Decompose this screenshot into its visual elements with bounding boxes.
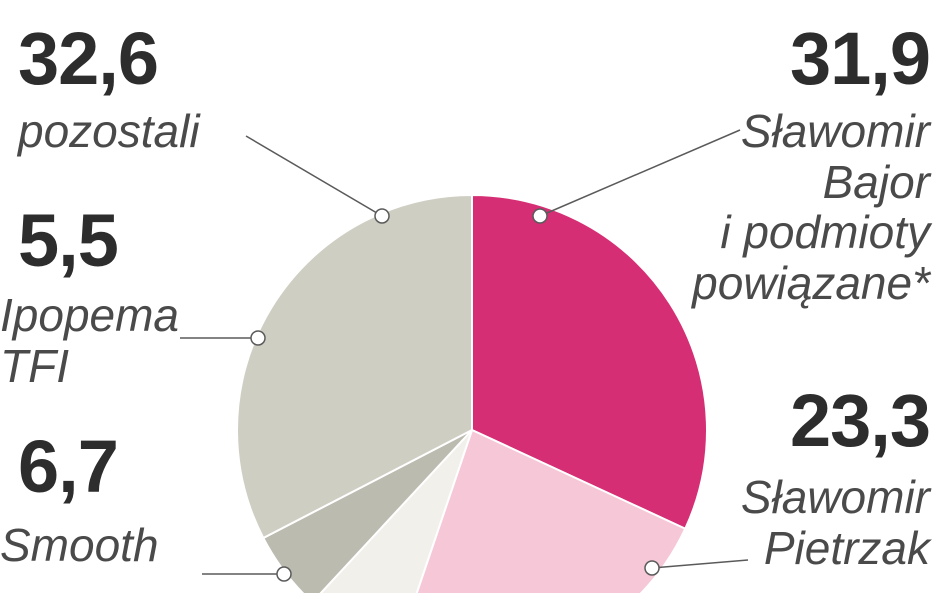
value-pozostali: 32,6 (18, 18, 158, 99)
leader-marker-pozostali (375, 209, 389, 223)
pie-slices (237, 195, 707, 593)
value-smooth: 6,7 (18, 426, 118, 507)
value-bajor: 31,9 (790, 18, 930, 99)
value-ipopema: 5,5 (18, 200, 118, 281)
desc-pietrzak: SławomirPietrzak (741, 472, 930, 573)
leader-marker-bajor (533, 209, 547, 223)
desc-smooth: Smooth (0, 520, 159, 571)
desc-bajor: SławomirBajori podmiotypowiązane* (692, 106, 930, 308)
pie-chart-stage: 32,6 pozostali 5,5 IpopemaTFI 6,7 Smooth… (0, 0, 948, 593)
leader-marker-pietrzak (645, 561, 659, 575)
leader-marker-ipopema (251, 331, 265, 345)
leader-pozostali (246, 136, 382, 216)
desc-pozostali: pozostali (18, 106, 200, 157)
desc-ipopema: IpopemaTFI (0, 290, 179, 391)
leader-marker-smooth (277, 567, 291, 581)
value-pietrzak: 23,3 (790, 380, 930, 461)
